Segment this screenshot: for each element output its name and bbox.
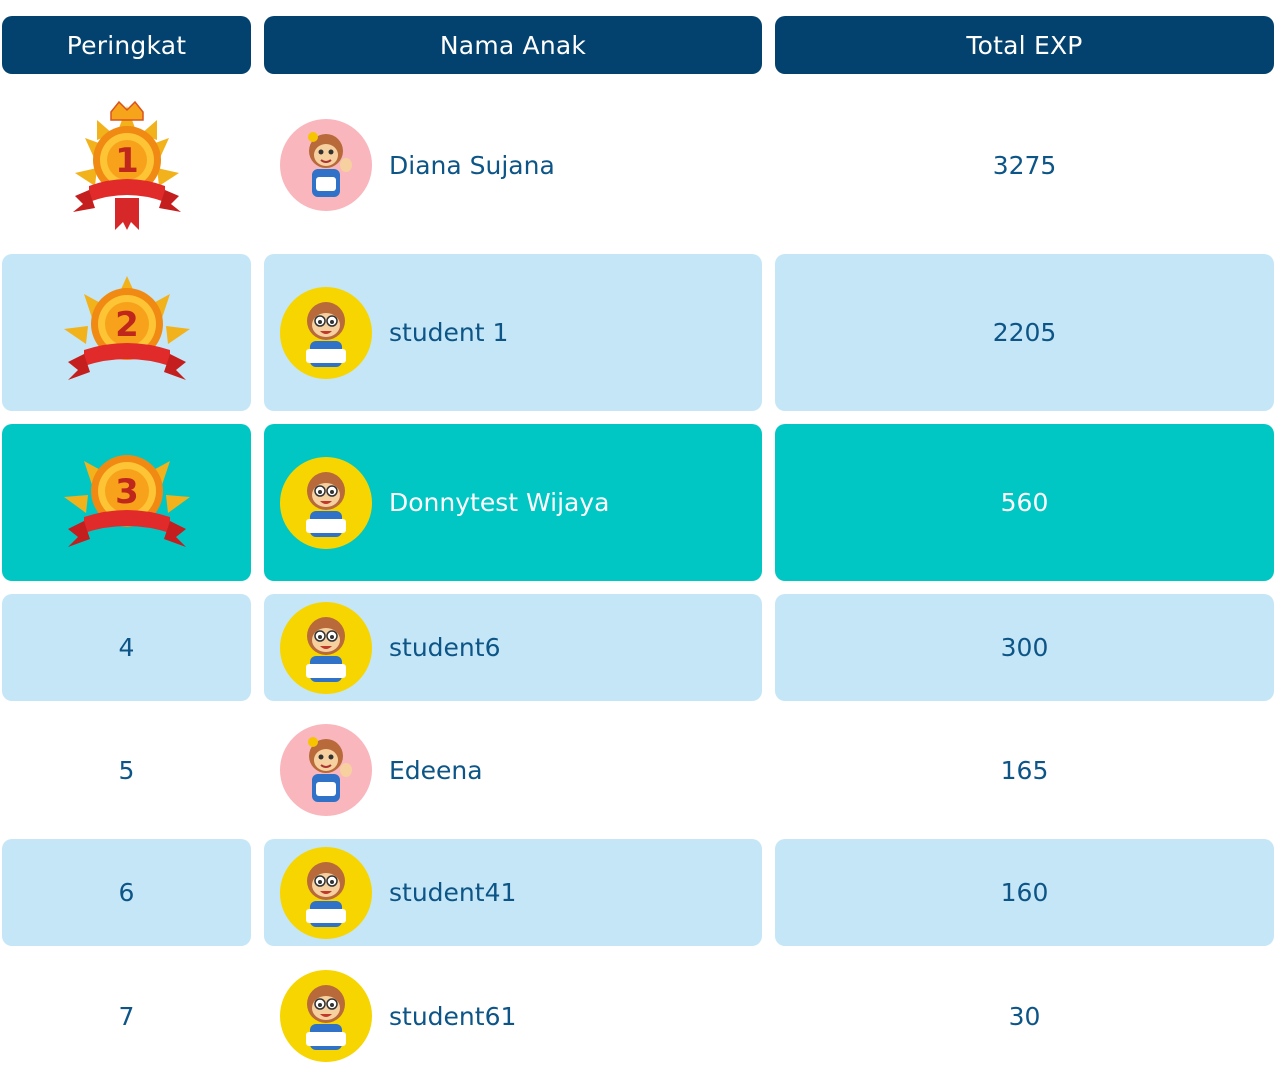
leaderboard-row-current-user: 3 Donnytest Wijaya 560 [0,424,1284,581]
boy-monkey-avatar-icon [280,286,372,379]
gold-medal-3-icon: 3 [60,447,194,559]
exp-cell: 2205 [775,254,1274,411]
student-name: Donnytest Wijaya [389,488,610,517]
leaderboard-row: 1 Diana Sujana 3275 [0,86,1284,244]
boy-monkey-avatar-icon [280,970,372,1062]
boy-monkey-avatar-icon [280,456,372,549]
leaderboard-header: Peringkat Nama Anak Total EXP [0,16,1284,74]
rank-cell: 2 [2,254,251,411]
gold-medal-2-icon: 2 [60,274,194,392]
boy-monkey-avatar-icon [280,846,372,939]
student-name: student61 [389,1001,517,1031]
leaderboard-row: 7 student61 30 [0,962,1284,1070]
exp-cell: 160 [775,839,1274,946]
leaderboard-row: 6 student41 160 [0,839,1284,946]
rank-cell: 4 [2,594,251,701]
name-cell: student6 [264,594,762,701]
leaderboard-row: 2 student 1 2205 [0,254,1284,411]
name-cell: student 1 [264,254,762,411]
column-header-exp: Total EXP [775,16,1274,74]
student-name: student 1 [389,318,509,347]
student-name: Diana Sujana [389,150,555,180]
medal-rank-number: 3 [115,472,139,512]
rank-cell: 3 [2,424,251,581]
gold-medal-1-icon: 1 [67,98,187,233]
name-cell: Edeena [264,716,762,824]
name-cell: student61 [264,962,762,1070]
student-name: student41 [389,878,517,907]
rank-cell: 5 [118,755,135,785]
exp-cell: 560 [775,424,1274,581]
rank-cell: 1 [2,86,251,244]
name-cell: Donnytest Wijaya [264,424,762,581]
exp-cell: 300 [775,594,1274,701]
column-header-rank: Peringkat [2,16,251,74]
name-cell: Diana Sujana [264,86,762,244]
medal-rank-number: 1 [115,141,139,181]
student-name: Edeena [389,755,483,785]
rank-cell: 6 [2,839,251,946]
medal-rank-number: 2 [115,305,139,345]
name-cell: student41 [264,839,762,946]
exp-cell: 3275 [992,150,1057,180]
exp-cell: 30 [1008,1001,1041,1031]
exp-cell: 165 [1000,755,1049,785]
leaderboard-row: 5 Edeena 165 [0,716,1284,824]
column-header-name: Nama Anak [264,16,762,74]
boy-monkey-avatar-icon [280,601,372,694]
girl-monkey-avatar-icon [280,119,372,211]
girl-monkey-avatar-icon [280,724,372,816]
leaderboard-row: 4 student6 300 [0,594,1284,701]
rank-cell: 7 [118,1001,135,1031]
student-name: student6 [389,633,501,662]
